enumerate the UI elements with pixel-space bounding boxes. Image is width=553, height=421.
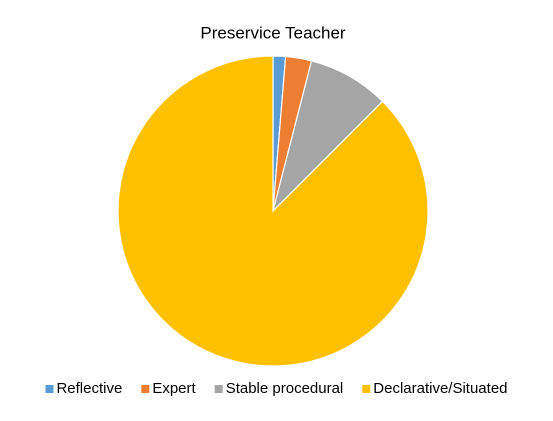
legend-label: Expert [152, 380, 196, 397]
legend-label: Reflective [56, 380, 122, 397]
legend-label: Declarative/Situated [373, 380, 507, 397]
legend-label: Stable procedural [226, 380, 344, 397]
legend-swatch [45, 385, 54, 393]
legend-swatch [362, 385, 371, 393]
legend-swatch [141, 385, 150, 393]
pie-slice [117, 55, 429, 367]
legend-swatch [214, 385, 223, 393]
chart-title: Preservice Teacher [200, 23, 346, 42]
